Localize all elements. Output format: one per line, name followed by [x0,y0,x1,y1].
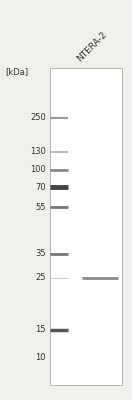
Text: 25: 25 [36,274,46,282]
Text: 70: 70 [35,182,46,192]
Text: 250: 250 [30,114,46,122]
Text: 10: 10 [36,354,46,362]
Text: [kDa]: [kDa] [5,68,28,76]
Text: 15: 15 [36,326,46,334]
Text: 100: 100 [30,166,46,174]
Text: 55: 55 [36,202,46,212]
Text: 35: 35 [35,250,46,258]
Text: NTERA-2: NTERA-2 [76,30,109,63]
Text: 130: 130 [30,148,46,156]
Bar [50,68,122,385]
